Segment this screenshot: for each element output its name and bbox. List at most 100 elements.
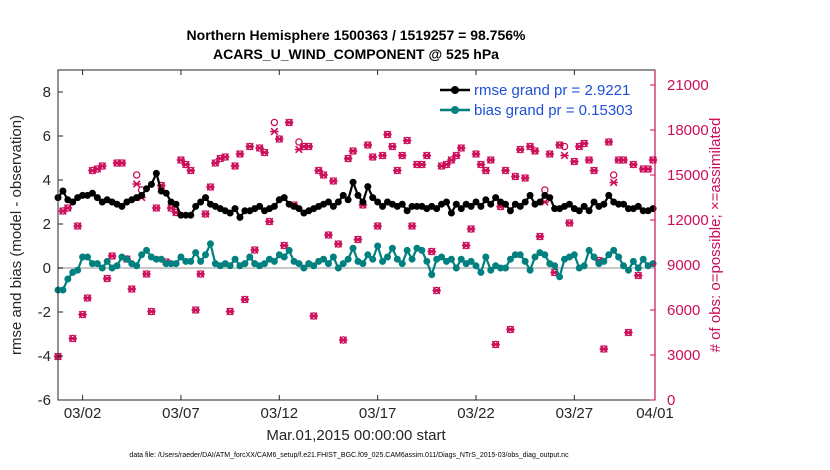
obs-possible-marker bbox=[177, 156, 185, 164]
obs-possible-marker bbox=[349, 147, 357, 155]
obs-possible-marker bbox=[477, 160, 485, 169]
bias-point bbox=[177, 253, 185, 261]
rmse-point bbox=[398, 200, 406, 208]
rmse-point bbox=[236, 213, 244, 221]
bias-point bbox=[246, 253, 254, 261]
bias-point bbox=[634, 264, 642, 272]
bias-point bbox=[98, 264, 106, 272]
bias-point bbox=[541, 251, 549, 259]
bias-point bbox=[521, 257, 529, 265]
obs-possible-marker bbox=[201, 210, 210, 218]
obs-assimilated-marker bbox=[560, 151, 569, 160]
obs-possible-marker bbox=[187, 166, 195, 175]
bias-point bbox=[600, 257, 608, 265]
obs-possible-marker bbox=[491, 340, 500, 349]
obs-possible-marker bbox=[378, 151, 387, 160]
obs-possible-marker bbox=[182, 160, 190, 169]
obs-possible-marker bbox=[536, 232, 544, 241]
right-y-axis: 0 3000 6000 9000 12000 15000 18000 21000 bbox=[650, 70, 709, 409]
obs-possible-marker bbox=[319, 171, 328, 179]
bias-point bbox=[418, 246, 426, 254]
bias-series bbox=[54, 240, 657, 294]
obs-possible-marker bbox=[605, 138, 613, 146]
bias-point bbox=[261, 260, 269, 268]
rmse-point bbox=[467, 202, 475, 210]
legend-rmse-marker bbox=[451, 86, 459, 94]
rmse-point bbox=[521, 198, 529, 206]
rmse-point bbox=[379, 202, 387, 210]
obs-assimilated-marker bbox=[132, 180, 141, 188]
bias-point bbox=[398, 260, 406, 268]
obs-possible-marker bbox=[231, 162, 239, 170]
obs-possible-marker bbox=[555, 141, 564, 149]
rmse-point bbox=[88, 189, 96, 197]
obs-possible-marker bbox=[118, 159, 126, 167]
bias-point bbox=[438, 253, 446, 261]
obs-possible-marker bbox=[546, 150, 554, 158]
bias-point bbox=[551, 262, 559, 270]
bias-point bbox=[580, 262, 588, 270]
obs-possible-marker bbox=[314, 166, 323, 175]
obs-possible-marker bbox=[580, 139, 588, 148]
obs-possible-marker bbox=[280, 241, 288, 250]
bias-point bbox=[585, 246, 593, 254]
obs-possible-marker bbox=[300, 142, 308, 151]
obs-possible-marker bbox=[206, 183, 215, 191]
rmse-point bbox=[138, 191, 146, 199]
obs-possible-marker bbox=[250, 246, 259, 254]
obs-possible-marker bbox=[487, 156, 495, 164]
obs-possible-marker bbox=[565, 219, 574, 227]
obs-possible-marker bbox=[305, 142, 313, 151]
rmse-point bbox=[585, 207, 593, 215]
bias-point bbox=[482, 253, 490, 261]
obs-possible-marker bbox=[113, 159, 121, 167]
bias-point bbox=[447, 255, 455, 263]
left-y-tick-label: 6 bbox=[43, 128, 51, 145]
obs-possible-marker bbox=[329, 177, 338, 185]
obs-possible-marker bbox=[265, 217, 274, 226]
rmse-point bbox=[295, 205, 303, 213]
bias-point bbox=[339, 260, 347, 268]
bias-point bbox=[324, 260, 332, 268]
obs-possible-marker bbox=[437, 162, 446, 170]
rmse-point bbox=[231, 205, 239, 213]
obs-possible-marker bbox=[585, 156, 593, 164]
obs-possible-marker bbox=[196, 270, 205, 278]
obs-possible-marker bbox=[98, 162, 107, 170]
rmse-point bbox=[605, 191, 613, 199]
rmse-point bbox=[457, 205, 465, 213]
obs-possible-marker bbox=[432, 286, 441, 295]
right-y-tick-label: 3000 bbox=[667, 347, 700, 364]
obs-possible-marker bbox=[270, 118, 279, 127]
obs-possible-marker bbox=[78, 310, 87, 319]
rmse-point bbox=[344, 196, 352, 204]
rmse-point bbox=[492, 194, 500, 202]
bias-point bbox=[133, 262, 141, 270]
rmse-series bbox=[54, 169, 657, 221]
legend: rmse grand pr = 2.9221 bias grand pr = 0… bbox=[440, 82, 633, 119]
bias-point bbox=[610, 246, 618, 254]
rmse-point bbox=[502, 200, 510, 208]
obs-possible-marker bbox=[418, 160, 426, 169]
obs-possible-marker bbox=[609, 171, 618, 179]
rmse-point bbox=[93, 194, 101, 202]
bias-point bbox=[369, 255, 377, 263]
bias-point bbox=[172, 260, 180, 268]
chart-subtitle: ACARS_U_WIND_COMPONENT @ 525 hPa bbox=[213, 46, 499, 62]
rmse-point bbox=[162, 189, 170, 197]
bias-point bbox=[531, 253, 539, 261]
left-y-axis: -6 -4 -2 0 2 4 6 8 bbox=[38, 84, 63, 409]
rmse-point bbox=[516, 202, 524, 210]
bias-point bbox=[605, 251, 613, 259]
obs-possible-marker bbox=[236, 150, 244, 158]
obs-possible-marker bbox=[69, 334, 77, 343]
bias-point bbox=[408, 255, 416, 263]
obs-possible-marker bbox=[388, 142, 397, 151]
right-y-tick-label: 9000 bbox=[667, 257, 700, 274]
obs-possible-marker bbox=[614, 156, 623, 164]
chart-title: Northern Hemisphere 1500363 / 1519257 = … bbox=[187, 27, 526, 43]
x-tick-label: 03/07 bbox=[162, 405, 200, 422]
bias-point bbox=[383, 253, 391, 261]
obs-possible-marker bbox=[339, 336, 347, 344]
